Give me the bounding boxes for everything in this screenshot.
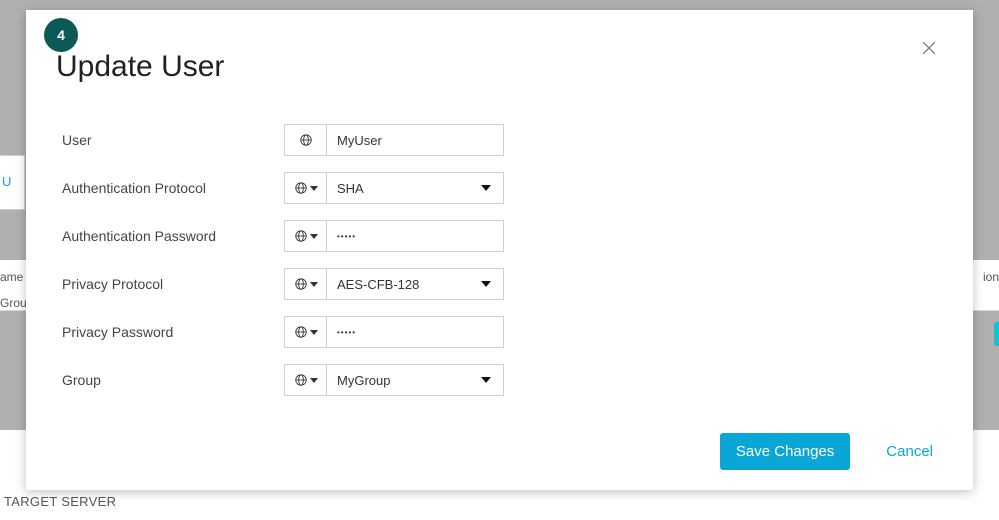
scope-button-priv-password[interactable]: [284, 316, 326, 348]
field-row-priv-protocol: Privacy Protocol AES-CFB-128: [62, 268, 937, 300]
group-select[interactable]: MyGroup: [326, 364, 504, 396]
chevron-down-icon: [310, 330, 318, 335]
globe-icon: [294, 277, 308, 291]
priv-protocol-select[interactable]: AES-CFB-128: [326, 268, 504, 300]
field-row-group: Group MyGroup: [62, 364, 937, 396]
auth-protocol-field-group: SHA: [284, 172, 504, 204]
cancel-button[interactable]: Cancel: [880, 442, 939, 461]
scope-button-user[interactable]: [284, 124, 326, 156]
group-label: Group: [62, 372, 284, 388]
chevron-down-icon: [310, 186, 318, 191]
priv-protocol-label: Privacy Protocol: [62, 276, 284, 292]
auth-protocol-value: SHA: [337, 181, 364, 196]
chevron-down-icon: [481, 281, 491, 287]
user-label: User: [62, 132, 284, 148]
auth-password-input[interactable]: •••••: [326, 220, 504, 252]
close-button[interactable]: [919, 38, 943, 62]
close-icon: [919, 38, 939, 58]
save-changes-button[interactable]: Save Changes: [720, 433, 850, 470]
field-row-auth-password: Authentication Password •••••: [62, 220, 937, 252]
bg-text-name: ame: [0, 270, 23, 284]
modal-title: Update User: [56, 50, 224, 84]
group-field-group: MyGroup: [284, 364, 504, 396]
user-input[interactable]: MyUser: [326, 124, 504, 156]
step-badge: 4: [44, 18, 78, 52]
priv-password-label: Privacy Password: [62, 324, 284, 340]
globe-icon: [294, 325, 308, 339]
globe-icon: [294, 229, 308, 243]
group-value: MyGroup: [337, 373, 390, 388]
bg-edit-chip: [994, 322, 999, 346]
chevron-down-icon: [310, 282, 318, 287]
chevron-down-icon: [481, 377, 491, 383]
auth-password-label: Authentication Password: [62, 228, 284, 244]
bg-left-tab: U: [0, 155, 25, 210]
globe-icon: [299, 133, 313, 147]
scope-button-auth-protocol[interactable]: [284, 172, 326, 204]
bg-text-group: Grou: [0, 296, 27, 310]
scope-button-priv-protocol[interactable]: [284, 268, 326, 300]
bg-text-right: ion: [983, 270, 999, 284]
update-user-modal: 4 Update User User MyUser Authentication…: [26, 10, 973, 490]
form: User MyUser Authentication Protocol SHA: [62, 124, 937, 412]
chevron-down-icon: [310, 234, 318, 239]
chevron-down-icon: [481, 185, 491, 191]
chevron-down-icon: [310, 378, 318, 383]
modal-actions: Save Changes Cancel: [720, 433, 939, 470]
globe-icon: [294, 373, 308, 387]
auth-protocol-select[interactable]: SHA: [326, 172, 504, 204]
field-row-auth-protocol: Authentication Protocol SHA: [62, 172, 937, 204]
auth-password-field-group: •••••: [284, 220, 504, 252]
field-row-priv-password: Privacy Password •••••: [62, 316, 937, 348]
user-field-group: MyUser: [284, 124, 504, 156]
globe-icon: [294, 181, 308, 195]
scope-button-group[interactable]: [284, 364, 326, 396]
scope-button-auth-password[interactable]: [284, 220, 326, 252]
field-row-user: User MyUser: [62, 124, 937, 156]
bg-footer-text: TARGET SERVER: [4, 494, 116, 509]
priv-protocol-value: AES-CFB-128: [337, 277, 419, 292]
priv-protocol-field-group: AES-CFB-128: [284, 268, 504, 300]
priv-password-input[interactable]: •••••: [326, 316, 504, 348]
auth-protocol-label: Authentication Protocol: [62, 180, 284, 196]
priv-password-field-group: •••••: [284, 316, 504, 348]
